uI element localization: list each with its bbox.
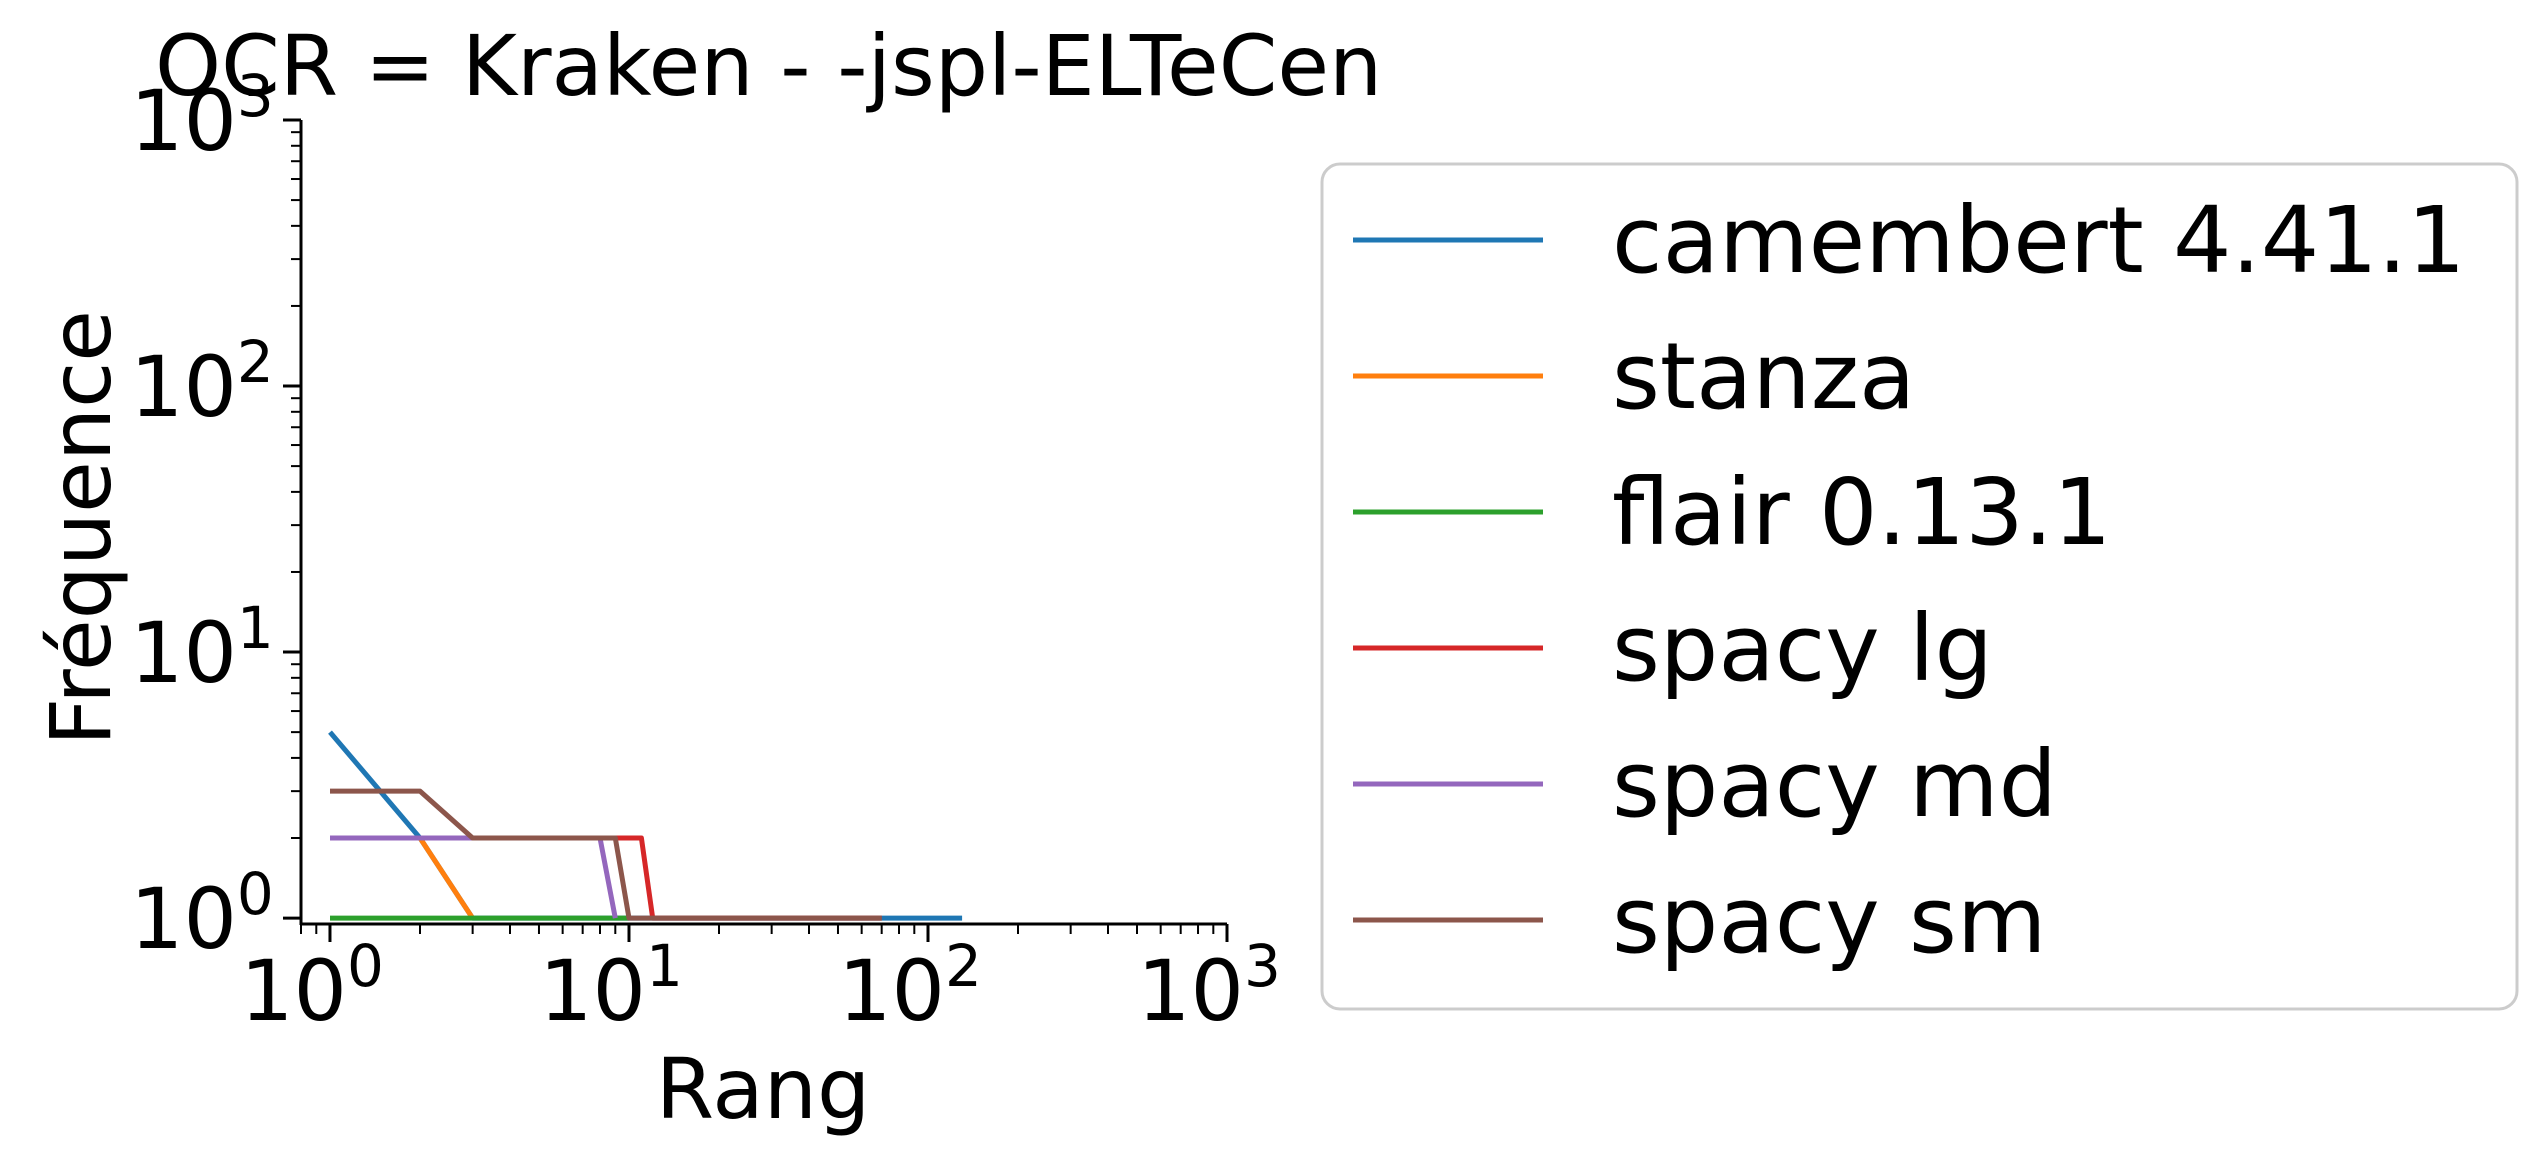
x-tick-label: 102 bbox=[838, 932, 982, 1040]
x-axis-ticks: 100 101 102 103 bbox=[240, 924, 1281, 1040]
x-tick-label: 100 bbox=[240, 932, 384, 1040]
chart-title: OCR = Kraken - -jspl-ELTeCen bbox=[155, 17, 1382, 115]
series-line-5 bbox=[330, 788, 882, 921]
y-tick-label: 103 bbox=[130, 62, 274, 170]
x-tick-label: 103 bbox=[1137, 932, 1281, 1040]
y-axis-ticks: 100 101 102 103 bbox=[130, 62, 301, 968]
legend-label-1: stanza bbox=[1612, 323, 1915, 430]
y-tick-label: 101 bbox=[130, 594, 274, 702]
y-tick-label: 102 bbox=[130, 328, 274, 436]
legend-label-5: spacy sm bbox=[1612, 867, 2047, 974]
legend-frame bbox=[1320, 162, 2519, 1011]
y-axis-label: Fréquence bbox=[32, 310, 130, 746]
series-line-1 bbox=[330, 835, 475, 920]
legend-label-3: spacy lg bbox=[1612, 595, 1993, 702]
legend-label-4: spacy md bbox=[1612, 731, 2057, 838]
legend-label-0: camembert 4.41.1 bbox=[1612, 187, 2466, 294]
x-tick-label: 101 bbox=[539, 932, 683, 1040]
y-tick-label: 100 bbox=[130, 860, 274, 968]
plot-area bbox=[328, 730, 963, 921]
x-axis-label: Rang bbox=[656, 1040, 871, 1138]
series-line-0 bbox=[328, 730, 963, 921]
legend-label-2: flair 0.13.1 bbox=[1612, 459, 2112, 566]
series-line-4 bbox=[330, 835, 618, 919]
legend: camembert 4.41.1 stanza flair 0.13.1 spacy … bbox=[1320, 162, 2519, 1011]
